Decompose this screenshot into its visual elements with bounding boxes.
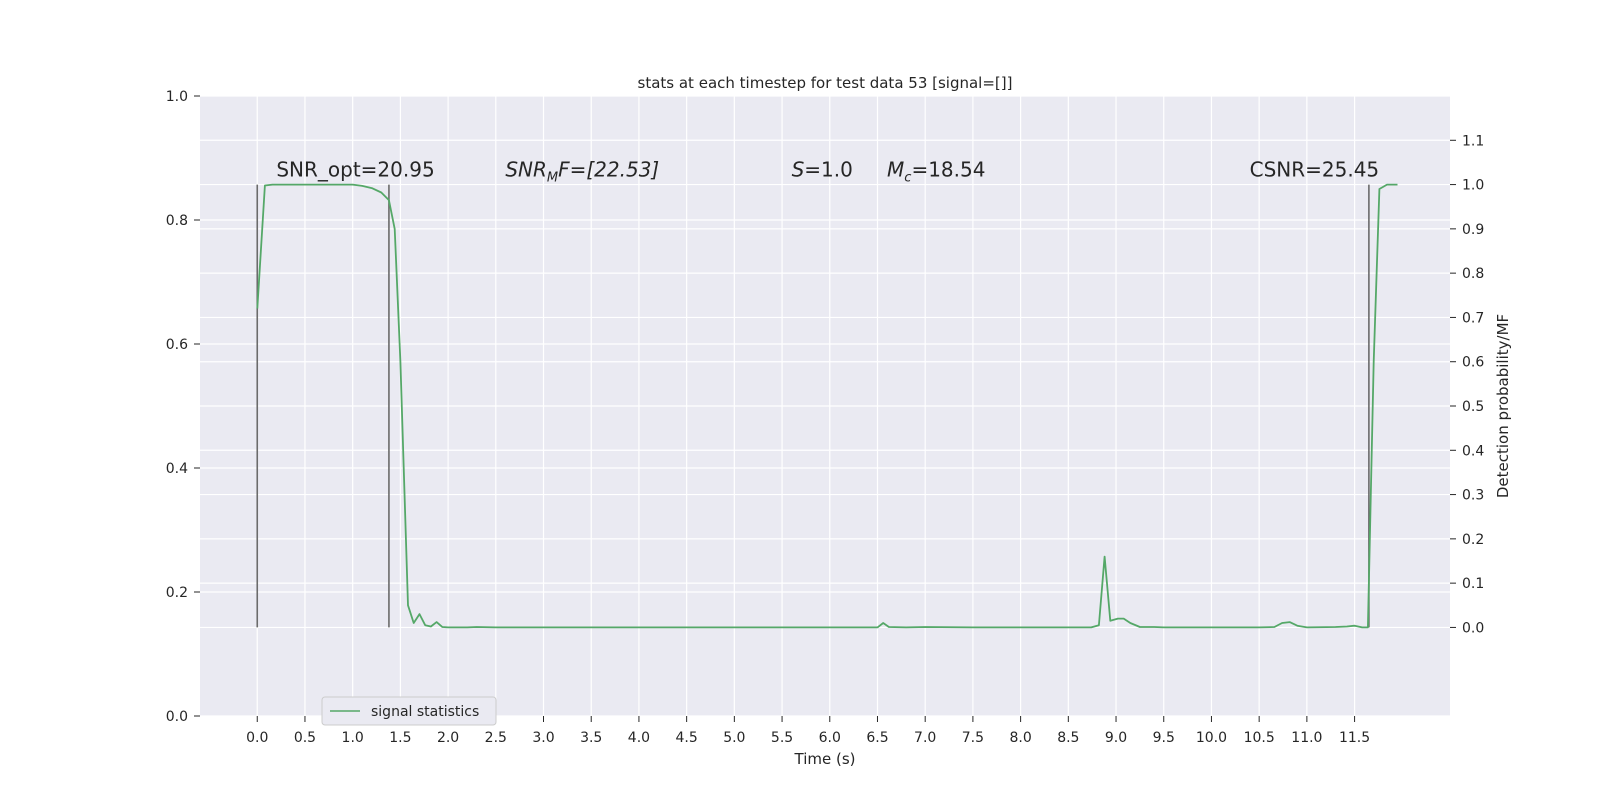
x-tick-label: 0.5 [294,730,316,746]
x-tick-label: 5.5 [771,730,793,746]
x-tick-label: 4.5 [676,730,698,746]
y-tick-label: 0.2 [166,585,188,601]
x-tick-label: 11.5 [1339,730,1370,746]
annotations: SNR_opt=20.95 SNRMF=[22.53] S=1.0 Mc=18.54 C… [276,158,1379,186]
x-tick-label: 0.0 [246,730,268,746]
legend-label-signal-statistics: signal statistics [371,704,479,720]
x-tick-label: 5.0 [723,730,745,746]
annotation-text: Mc=18.54 [887,158,985,186]
y-tick-label: 0.4 [166,461,188,477]
annotation-text: CSNR=25.45 [1250,158,1380,182]
y2-tick-label: 1.0 [1462,178,1484,194]
x-tick-label: 7.0 [914,730,936,746]
y2-tick-label: 0.1 [1462,576,1484,592]
x-tick-label: 11.0 [1291,730,1322,746]
x-tick-label: 3.5 [580,730,602,746]
y2-tick-label: 0.0 [1462,620,1484,636]
y-tick-label: 0.0 [166,709,188,725]
y2-tick-label: 0.3 [1462,488,1484,504]
x-tick-label: 2.0 [437,730,459,746]
y2-tick-label: 0.6 [1462,355,1484,371]
annotation-text: SNR_opt=20.95 [276,158,434,182]
y2-tick-label: 0.4 [1462,443,1484,459]
x-tick-label: 8.5 [1057,730,1079,746]
x-tick-label: 9.0 [1105,730,1127,746]
series-layer [256,183,1398,629]
x-tick-label: 8.0 [1009,730,1031,746]
x-tick-label: 7.5 [962,730,984,746]
x-tick-label: 6.5 [866,730,888,746]
y2-tick-label: 0.8 [1462,266,1484,282]
y-ticks: 0.0 0.2 0.4 0.6 0.8 1.0 [166,89,200,725]
y2-tick-label: 0.5 [1462,399,1484,415]
x-tick-label: 1.5 [389,730,411,746]
x-tick-label: 10.0 [1196,730,1227,746]
x-tick-label: 6.0 [819,730,841,746]
y2-ticks: 0.0 0.1 0.2 0.3 0.4 0.5 0.6 0.7 0.8 0.9 1.0 1.1 [1450,133,1484,636]
x-tick-label: 10.5 [1244,730,1275,746]
y2-tick-label: 0.7 [1462,310,1484,326]
x-tick-label: 3.0 [532,730,554,746]
chart-title: stats at each timestep for test data 53 … [638,74,1013,92]
y2-axis-label: Detection probability/MF [1494,314,1512,498]
x-tick-label: 9.5 [1153,730,1175,746]
x-ticks: 0.0 0.5 1.0 1.5 2.0 2.5 3.0 3.5 4.0 4.5 5.0 5.5 6.0 6… [246,716,1370,746]
x-tick-label: 2.5 [485,730,507,746]
y2-tick-label: 1.1 [1462,133,1484,149]
series-line-signal-statistics [256,183,1398,629]
legend-box [321,696,497,726]
legend: signal statistics [321,696,497,726]
y-tick-label: 0.6 [166,337,188,353]
y-tick-label: 0.8 [166,213,188,229]
y-tick-label: 1.0 [166,89,188,105]
annotation-text: S=1.0 [792,158,853,182]
annotation-text: SNRMF=[22.53] [505,158,659,186]
x-axis-label: Time (s) [794,750,856,768]
y2-tick-label: 0.9 [1462,222,1484,238]
y2-tick-label: 0.2 [1462,532,1484,548]
x-tick-label: 4.0 [628,730,650,746]
grid [200,95,1450,717]
x-tick-label: 1.0 [342,730,364,746]
